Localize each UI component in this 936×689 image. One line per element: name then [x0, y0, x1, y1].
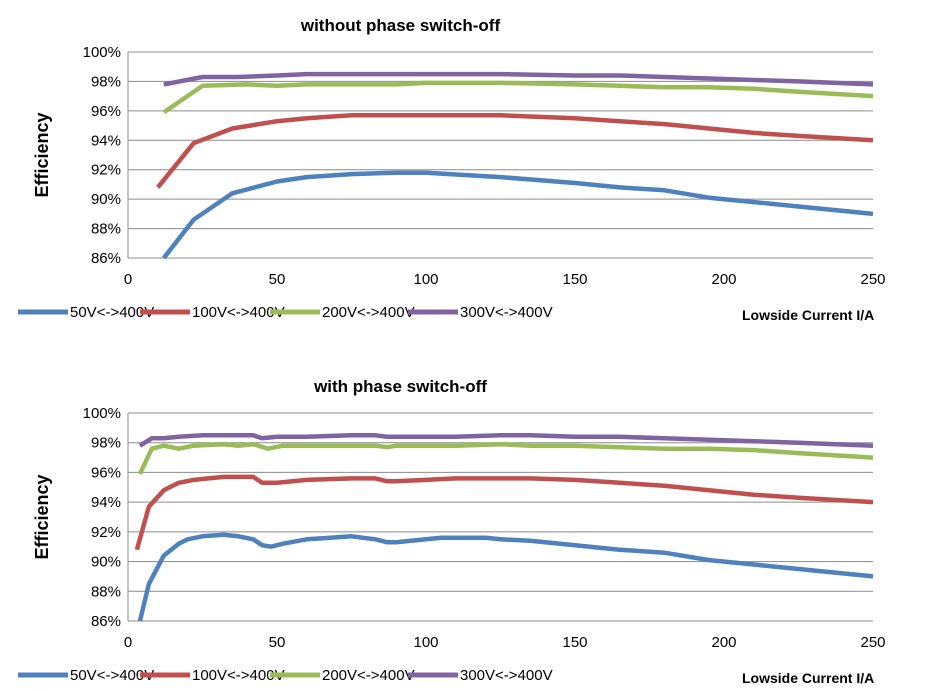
y-tick-label: 86%	[91, 250, 121, 267]
y-tick-label: 88%	[91, 221, 121, 238]
series-line-1	[162, 170, 874, 260]
y-tick-label: 98%	[91, 73, 121, 90]
chart-title: without phase switch-off	[300, 16, 501, 35]
series-line-2	[156, 113, 874, 189]
y-tick-label: 92%	[91, 524, 121, 541]
x-tick-label: 50	[269, 634, 286, 651]
x-tick-label: 250	[860, 271, 885, 288]
legend-label-2: 100V<->400V	[192, 667, 285, 684]
x-tick-label: 250	[860, 634, 885, 651]
chart-panel-1: without phase switch-off 86% 88% 90% 92% 94% 9…	[18, 16, 886, 323]
y-tick-label: 100%	[83, 44, 121, 61]
y-tick-label: 88%	[91, 583, 121, 600]
y-axis-label: Efficiency	[32, 474, 52, 559]
legend-label-4: 300V<->400V	[460, 304, 553, 321]
series-line-1	[137, 532, 874, 622]
legend-label-4: 300V<->400V	[460, 667, 553, 684]
legend-label-1: 50V<->400V	[70, 304, 154, 321]
series-line-4	[138, 433, 874, 448]
chart-title: with phase switch-off	[313, 377, 487, 396]
series-line-4	[163, 71, 874, 87]
y-tick-label: 94%	[91, 494, 121, 511]
series-line-2	[134, 474, 874, 551]
x-tick-label: 0	[124, 634, 132, 651]
series-line-3	[162, 80, 874, 115]
x-tick-label: 200	[711, 634, 736, 651]
y-tick-label: 100%	[83, 405, 121, 422]
y-tick-label: 90%	[91, 554, 121, 571]
x-tick-label: 50	[269, 271, 286, 288]
x-axis-label: Lowside Current I/A	[742, 307, 874, 323]
chart-panel-2: with phase switch-off 86% 88% 90% 92% 94% 96% 9…	[18, 377, 886, 686]
y-tick-label: 98%	[91, 435, 121, 452]
x-tick-label: 150	[562, 634, 587, 651]
x-tick-label: 0	[124, 271, 132, 288]
legend-label-1: 50V<->400V	[70, 667, 154, 684]
y-tick-label: 92%	[91, 162, 121, 179]
x-tick-label: 100	[413, 271, 438, 288]
y-axis-label: Efficiency	[32, 112, 52, 197]
x-tick-label: 200	[711, 271, 736, 288]
x-axis-label: Lowside Current I/A	[742, 670, 874, 686]
y-tick-label: 94%	[91, 132, 121, 149]
x-tick-label: 150	[562, 271, 587, 288]
legend-label-3: 200V<->400V	[322, 304, 415, 321]
x-tick-label: 100	[413, 634, 438, 651]
legend-label-2: 100V<->400V	[192, 304, 285, 321]
y-tick-label: 86%	[91, 613, 121, 630]
y-tick-label: 90%	[91, 191, 121, 208]
legend-label-3: 200V<->400V	[322, 667, 415, 684]
y-tick-label: 96%	[91, 464, 121, 481]
y-tick-label: 96%	[91, 103, 121, 120]
series-line-3	[137, 441, 874, 475]
